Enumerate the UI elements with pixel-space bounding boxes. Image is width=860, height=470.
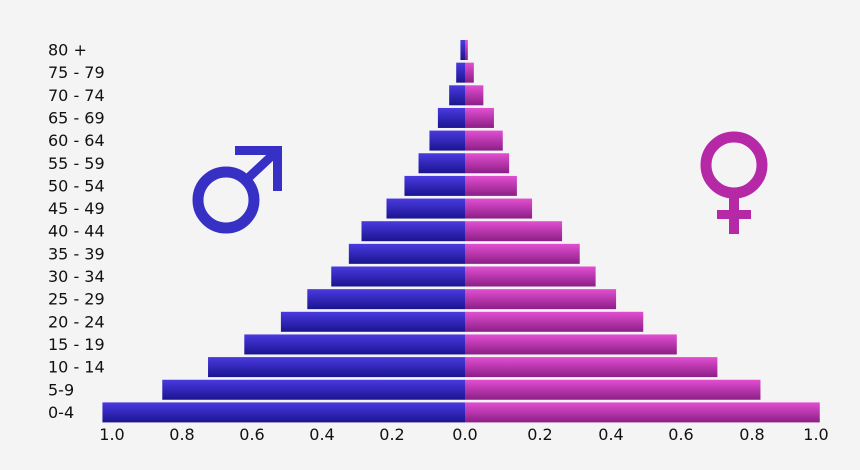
age-group-label: 75 - 79 xyxy=(48,63,105,82)
bar-right-35-39 xyxy=(465,243,580,264)
bar-left-40-44 xyxy=(361,221,465,242)
age-group-label: 50 - 54 xyxy=(48,176,105,195)
bar-left-25-29 xyxy=(307,289,465,310)
age-group-label: 40 - 44 xyxy=(48,222,105,241)
x-tick-label: 1.0 xyxy=(803,425,828,444)
bar-left-20-24 xyxy=(280,311,465,332)
bar-left-60-64 xyxy=(429,130,465,151)
age-group-label: 5-9 xyxy=(48,380,74,399)
bar-left-10-14 xyxy=(208,357,466,378)
x-tick-label: 0.4 xyxy=(309,425,334,444)
x-tick-label: 0.4 xyxy=(598,425,623,444)
age-group-label: 0-4 xyxy=(48,403,74,422)
bar-left-75-79 xyxy=(456,62,465,83)
bar-right-70-74 xyxy=(465,85,484,106)
age-group-label: 65 - 69 xyxy=(48,108,105,127)
bar-right-25-29 xyxy=(465,289,617,310)
bar-left-80+ xyxy=(460,40,465,60)
x-tick-label: 0.2 xyxy=(527,425,552,444)
x-tick-label: 0.0 xyxy=(452,425,477,444)
bar-left-55-59 xyxy=(418,153,465,174)
bar-left-5-9 xyxy=(162,379,465,400)
female-symbol-icon xyxy=(700,131,768,234)
bar-left-15-19 xyxy=(244,334,465,355)
bar-right-55-59 xyxy=(465,153,510,174)
male-symbol-icon xyxy=(192,146,282,234)
x-tick-label: 0.8 xyxy=(739,425,764,444)
age-group-label: 15 - 19 xyxy=(48,335,105,354)
bar-left-35-39 xyxy=(348,243,465,264)
bar-right-45-49 xyxy=(465,198,533,219)
age-group-label: 70 - 74 xyxy=(48,86,105,105)
age-labels: 0-4 5-9 10 - 14 15 - 19 20 - 24 25 - 29 30 - 3… xyxy=(48,41,105,422)
age-group-label: 60 - 64 xyxy=(48,131,105,150)
x-tick-label: 0.6 xyxy=(668,425,693,444)
bar-left-50-54 xyxy=(404,175,465,196)
age-group-label: 55 - 59 xyxy=(48,154,105,173)
x-tick-label: 0.6 xyxy=(239,425,264,444)
age-group-label: 80 + xyxy=(48,41,87,60)
bar-right-65-69 xyxy=(465,107,494,128)
bar-right-60-64 xyxy=(465,130,503,151)
x-tick-labels: 1.0 0.8 0.6 0.4 0.2 0.0 0.2 0.4 0.6 0.8 1.0 xyxy=(99,425,828,444)
bar-right-40-44 xyxy=(465,221,563,242)
x-tick-label: 0.8 xyxy=(169,425,194,444)
bar-right-15-19 xyxy=(465,334,677,355)
age-group-label: 30 - 34 xyxy=(48,267,105,286)
bar-right-30-34 xyxy=(465,266,596,287)
bar-right-75-79 xyxy=(465,62,474,83)
age-group-label: 35 - 39 xyxy=(48,244,105,263)
x-tick-label: 0.2 xyxy=(379,425,404,444)
bar-right-20-24 xyxy=(465,311,644,332)
bar-left-65-69 xyxy=(437,107,465,128)
bar-right-50-54 xyxy=(465,175,517,196)
bar-right-80+ xyxy=(465,40,468,60)
age-group-label: 20 - 24 xyxy=(48,312,105,331)
bar-left-70-74 xyxy=(449,85,465,106)
bar-left-30-34 xyxy=(331,266,465,287)
x-tick-label: 1.0 xyxy=(99,425,124,444)
age-group-label: 25 - 29 xyxy=(48,290,105,309)
bar-right-10-14 xyxy=(465,357,718,378)
bar-right-5-9 xyxy=(465,379,761,400)
bars-layer xyxy=(102,40,820,423)
bar-left-45-49 xyxy=(386,198,465,219)
bar-right-0-4 xyxy=(465,402,820,423)
bar-left-0-4 xyxy=(102,402,465,423)
age-group-label: 10 - 14 xyxy=(48,358,105,377)
age-group-label: 45 - 49 xyxy=(48,199,105,218)
